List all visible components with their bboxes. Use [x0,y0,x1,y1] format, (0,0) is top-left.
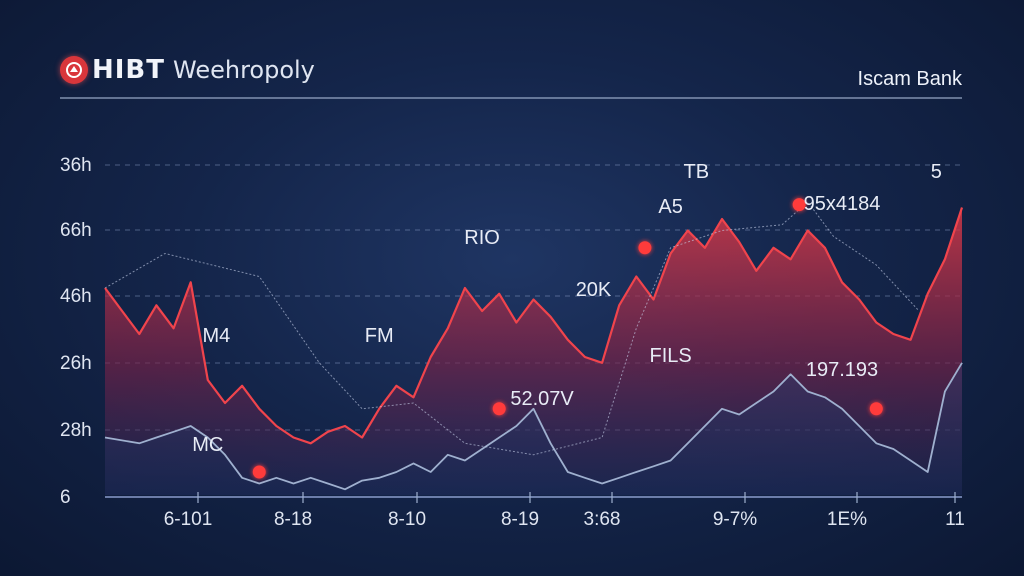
chart-annotation: 52.07V [510,388,574,411]
brand: HIBT Weehropoly [60,55,315,85]
brand-logo-icon [60,56,88,84]
y-tick-label: 6 [60,487,71,508]
x-tick-label: 9-7% [712,509,758,530]
chart-annotation: FILS [649,345,692,367]
chart-annotation: 197.193 [805,359,879,382]
chart-annotation: 95x4184 [803,192,881,215]
data-point-marker[interactable] [792,198,806,212]
chart-annotation: TB [683,161,710,183]
grey-series-line [104,362,963,491]
y-tick-label: 26h [60,353,92,374]
chart-annotation: RIO [464,227,500,250]
chart-header: HIBT Weehropoly Iscam Bank [0,0,1024,100]
x-tick-label: 11 [945,509,965,530]
y-tick-label: 66h [60,220,92,241]
trend-line [104,201,920,456]
data-point-marker[interactable] [638,241,652,255]
bank-name: Iscam Bank [857,68,962,90]
brand-subtitle: Weehropoly [173,56,315,84]
chart-annotation: FM [364,324,394,347]
data-point-marker[interactable] [252,465,266,479]
chart-annotation: A5 [658,195,683,218]
x-tick-label: 6-101 [163,509,213,530]
y-tick-label: 28h [60,420,92,441]
chart-annotation: MC [192,434,224,457]
chart-annotation: M4 [202,324,231,347]
chart-annotation: 20K [575,278,612,301]
x-tick-label: 8-10 [387,509,427,530]
x-tick-label: 1E% [826,509,868,530]
x-tick-label: 8-19 [500,509,540,530]
header-divider [60,97,962,99]
y-tick-label: 46h [60,286,92,307]
brand-name: HIBT [92,55,165,85]
grey-series-area [105,362,962,495]
x-tick-label: 8-18 [273,509,313,530]
x-tick-label: 3:68 [583,509,621,530]
red-series-line [104,207,964,445]
chart-annotation: 5 [930,161,942,183]
data-point-marker[interactable] [869,402,883,416]
data-point-marker[interactable] [492,402,506,416]
y-tick-label: 36h [60,155,92,176]
